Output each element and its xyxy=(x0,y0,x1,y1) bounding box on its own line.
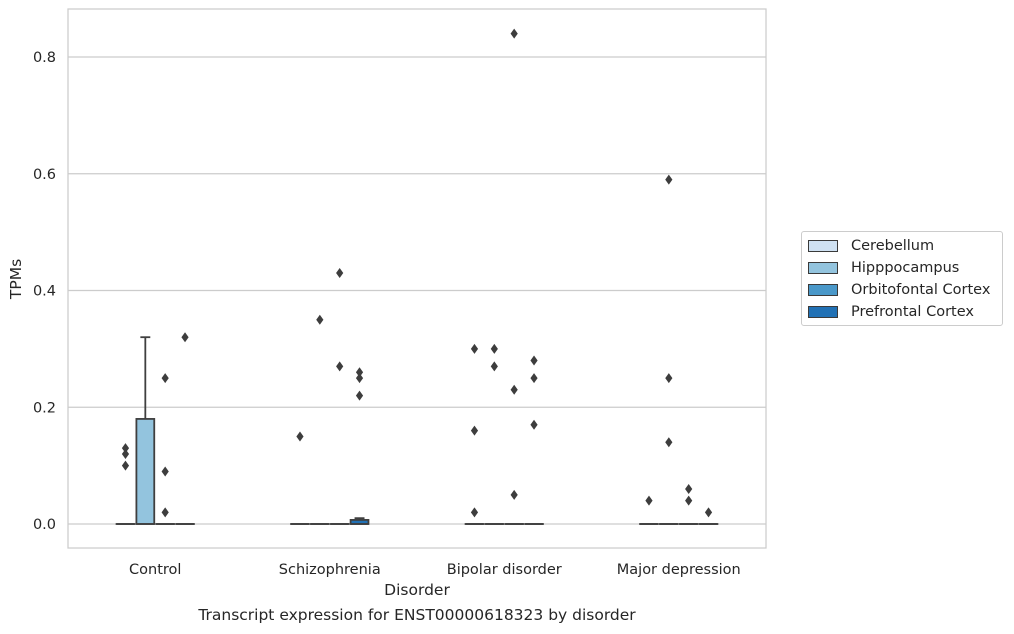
outlier-point xyxy=(510,384,518,395)
outlier-point xyxy=(645,495,653,506)
outlier-point xyxy=(121,448,130,459)
outlier-point xyxy=(181,332,189,343)
box-body xyxy=(135,418,156,525)
legend-item-orbitofontal-cortex: Orbitofontal Cortex xyxy=(808,282,990,298)
outlier-point xyxy=(665,174,673,185)
outlier-point xyxy=(161,507,169,518)
outlier-point xyxy=(355,367,364,378)
outliers xyxy=(121,28,713,518)
y-tick-label: 0.4 xyxy=(33,284,56,300)
outlier-point xyxy=(121,460,130,471)
boxes xyxy=(115,336,719,525)
legend-swatch-prefrontal-cortex xyxy=(808,306,838,318)
x-axis-label: Disorder xyxy=(384,581,450,599)
x-tick-label-major-depression: Major depression xyxy=(617,562,741,578)
x-tick-label-bipolar-disorder: Bipolar disorder xyxy=(447,562,562,578)
outlier-point xyxy=(161,373,169,384)
outlier-point xyxy=(510,489,518,500)
legend-label-cerebellum: Cerebellum xyxy=(851,238,935,254)
outlier-point xyxy=(470,343,479,354)
legend-label-orbitofontal-cortex: Orbitofontal Cortex xyxy=(851,282,991,298)
box-prefrontal-cortex-schizophrenia xyxy=(349,517,370,525)
grid-lines xyxy=(68,56,766,525)
outlier-point xyxy=(510,28,518,39)
outlier-point xyxy=(121,443,130,454)
legend-item-prefrontal-cortex: Prefrontal Cortex xyxy=(808,304,974,320)
y-tick-labels: 0.0 0.2 0.4 0.6 0.8 xyxy=(33,50,56,533)
box-hipppocampus-control xyxy=(135,336,156,525)
outlier-point xyxy=(490,361,498,372)
legend: Cerebellum Hipppocampus Orbitofontal Cor… xyxy=(801,231,1003,326)
legend-swatch-hipppocampus xyxy=(808,262,838,274)
outlier-point xyxy=(470,507,479,518)
y-tick-label: 0.8 xyxy=(33,50,56,66)
outlier-point xyxy=(355,390,364,401)
outlier-point xyxy=(336,267,344,278)
outlier-point xyxy=(336,361,344,372)
plot-frame xyxy=(67,8,767,549)
chart-caption: Transcript expression for ENST0000061832… xyxy=(198,606,636,624)
x-tick-label-schizophrenia: Schizophrenia xyxy=(279,562,381,578)
outlier-point xyxy=(685,495,693,506)
outlier-point xyxy=(530,373,538,384)
x-tick-label-control: Control xyxy=(129,562,181,578)
y-tick-label: 0.0 xyxy=(33,517,56,533)
legend-swatch-cerebellum xyxy=(808,240,838,252)
y-axis-label: TPMs xyxy=(7,259,25,300)
legend-item-cerebellum: Cerebellum xyxy=(808,238,934,254)
outlier-point xyxy=(355,373,364,384)
outlier-point xyxy=(296,431,304,442)
outlier-point xyxy=(161,466,169,477)
outlier-point xyxy=(704,507,713,518)
legend-item-hipppocampus: Hipppocampus xyxy=(808,260,959,276)
outlier-point xyxy=(316,314,324,325)
legend-label-prefrontal-cortex: Prefrontal Cortex xyxy=(851,304,974,320)
outlier-point xyxy=(685,483,693,494)
outlier-point xyxy=(665,437,673,448)
x-tick-labels: Control Schizophrenia Bipolar disorder Majo… xyxy=(129,562,741,578)
outlier-point xyxy=(530,419,538,430)
legend-swatch-orbitofontal-cortex xyxy=(808,284,838,296)
legend-label-hipppocampus: Hipppocampus xyxy=(851,260,960,276)
y-tick-label: 0.2 xyxy=(33,400,56,416)
outlier-point xyxy=(490,343,498,354)
outlier-point xyxy=(665,373,673,384)
outlier-point xyxy=(530,355,538,366)
outlier-point xyxy=(470,425,479,436)
y-tick-label: 0.6 xyxy=(33,167,56,183)
